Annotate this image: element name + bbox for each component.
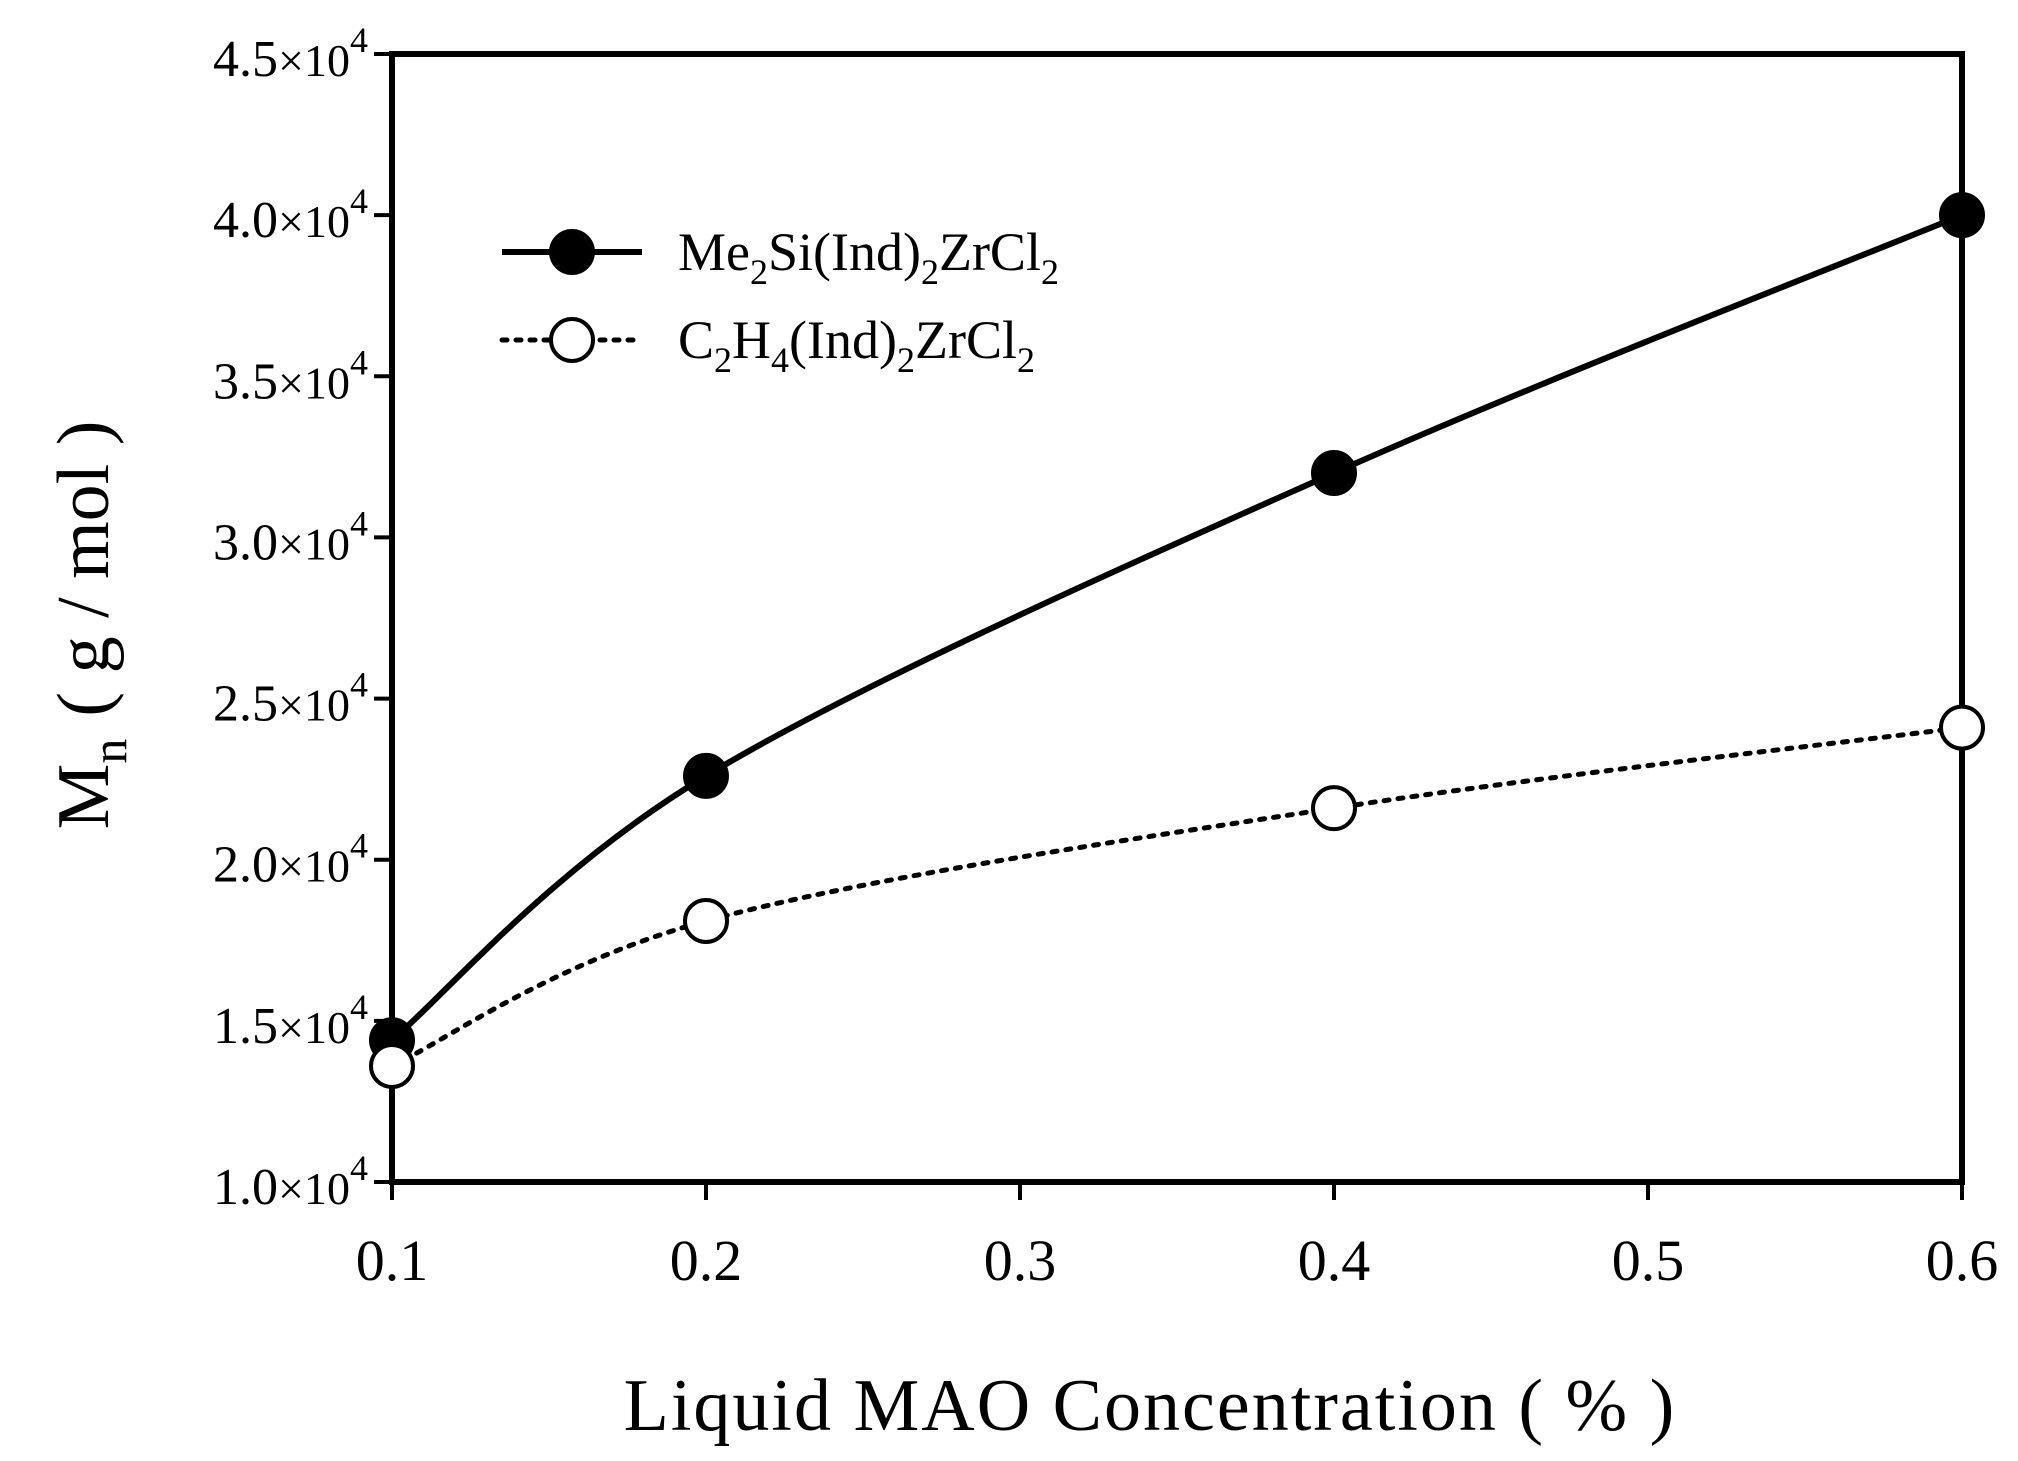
y-tick-times: ×10 bbox=[278, 680, 350, 731]
series-1 bbox=[369, 192, 1985, 1064]
series-line bbox=[389, 725, 1965, 1069]
y-tick-times: ×10 bbox=[278, 1002, 350, 1053]
data-point bbox=[683, 752, 729, 799]
y-tick-label: 4.0×104 bbox=[213, 181, 368, 249]
y-tick-mantissa: 2.0 bbox=[213, 837, 278, 894]
y-tick-exponent: 4 bbox=[350, 987, 368, 1027]
y-axis-title-units: ( g / mol ) bbox=[43, 421, 125, 717]
y-tick-times: ×10 bbox=[278, 841, 350, 892]
legend-marker bbox=[549, 229, 595, 275]
x-tick-label: 0.6 bbox=[1926, 1228, 1999, 1293]
y-tick-label: 2.5×104 bbox=[213, 665, 368, 733]
x-tick-label: 0.3 bbox=[984, 1228, 1057, 1293]
legend-marker bbox=[549, 317, 595, 363]
x-tick-label: 0.4 bbox=[1298, 1228, 1371, 1293]
y-axis-title-main: M bbox=[43, 764, 125, 830]
series-line bbox=[390, 212, 1964, 1043]
series-2 bbox=[369, 704, 1985, 1089]
y-axis-ticks: 1.0×1041.5×1042.0×1042.5×1043.0×1043.5×1… bbox=[213, 20, 392, 1216]
y-tick-mantissa: 4.5 bbox=[213, 31, 278, 88]
data-point bbox=[683, 897, 729, 944]
y-tick-mantissa: 1.0 bbox=[213, 1159, 278, 1216]
data-point bbox=[1311, 449, 1357, 496]
y-tick-exponent: 4 bbox=[350, 181, 368, 221]
y-axis-title-sub: n bbox=[81, 739, 137, 764]
y-tick-label: 1.5×104 bbox=[213, 987, 368, 1055]
legend-label: C2H4(Ind)2ZrCl2 bbox=[678, 310, 1035, 380]
y-tick-mantissa: 4.0 bbox=[213, 192, 278, 249]
y-tick-label: 3.5×104 bbox=[213, 342, 368, 410]
y-tick-mantissa: 2.5 bbox=[213, 676, 278, 733]
y-tick-exponent: 4 bbox=[350, 665, 368, 705]
y-tick-times: ×10 bbox=[278, 1163, 350, 1214]
x-tick-label: 0.2 bbox=[670, 1228, 743, 1293]
y-tick-label: 4.5×104 bbox=[213, 20, 368, 88]
y-tick-exponent: 4 bbox=[350, 1148, 368, 1188]
y-tick-exponent: 4 bbox=[350, 342, 368, 382]
y-tick-mantissa: 3.0 bbox=[213, 514, 278, 571]
y-tick-label: 3.0×104 bbox=[213, 503, 368, 571]
y-tick-times: ×10 bbox=[278, 196, 350, 247]
series-layer bbox=[369, 192, 1985, 1089]
legend-item-1: Me2Si(Ind)2ZrCl2 bbox=[502, 222, 1059, 292]
legend-item-2: C2H4(Ind)2ZrCl2 bbox=[499, 310, 1035, 380]
x-axis-ticks: 0.1 0.2 0.3 0.4 0.5 0.6 bbox=[356, 1182, 1999, 1293]
plot-frame bbox=[389, 51, 1965, 1185]
y-tick-mantissa: 1.5 bbox=[213, 998, 278, 1055]
x-axis-title: Liquid MAO Concentration ( % ) bbox=[624, 1365, 1677, 1447]
y-tick-exponent: 4 bbox=[350, 826, 368, 866]
data-point bbox=[1939, 704, 1985, 751]
legend: Me2Si(Ind)2ZrCl2 C2H4(Ind)2ZrCl2 bbox=[499, 222, 1059, 380]
y-tick-label: 1.0×104 bbox=[213, 1148, 368, 1216]
data-point bbox=[369, 1042, 415, 1089]
legend-label: Me2Si(Ind)2ZrCl2 bbox=[678, 222, 1059, 292]
data-point bbox=[1311, 785, 1357, 832]
y-tick-mantissa: 3.5 bbox=[213, 353, 278, 410]
y-axis-title: Mn ( g / mol ) bbox=[43, 421, 137, 830]
y-tick-exponent: 4 bbox=[350, 503, 368, 543]
y-tick-label: 2.0×104 bbox=[213, 826, 368, 894]
y-tick-times: ×10 bbox=[278, 35, 350, 86]
x-tick-label: 0.5 bbox=[1612, 1228, 1685, 1293]
data-point bbox=[1939, 192, 1985, 239]
y-tick-times: ×10 bbox=[278, 518, 350, 569]
x-tick-label: 0.1 bbox=[356, 1228, 429, 1293]
y-tick-times: ×10 bbox=[278, 357, 350, 408]
y-tick-exponent: 4 bbox=[350, 20, 368, 60]
